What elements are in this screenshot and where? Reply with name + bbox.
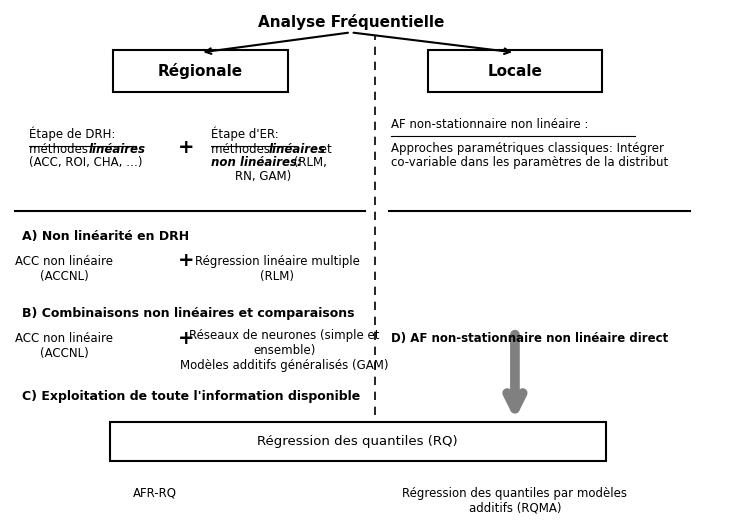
Text: Réseaux de neurones (simple et
ensemble)
Modèles additifs généralisés (GAM): Réseaux de neurones (simple et ensemble)… [180, 329, 389, 372]
Text: A) Non linéarité en DRH: A) Non linéarité en DRH [23, 230, 190, 243]
Text: linéaires: linéaires [89, 143, 146, 156]
Text: Régionale: Régionale [158, 63, 243, 79]
FancyBboxPatch shape [428, 50, 602, 92]
Text: non linéaires:: non linéaires: [211, 156, 302, 169]
Text: Locale: Locale [488, 64, 542, 78]
Text: Approches paramétriques classiques: Intégrer: Approches paramétriques classiques: Inté… [391, 142, 664, 155]
Text: Régression linéaire multiple
(RLM): Régression linéaire multiple (RLM) [195, 255, 360, 283]
Text: +: + [179, 328, 195, 348]
Text: linéaires: linéaires [269, 143, 326, 156]
FancyBboxPatch shape [113, 50, 288, 92]
Text: ACC non linéaire
(ACCNL): ACC non linéaire (ACCNL) [15, 255, 113, 283]
Text: ACC non linéaire
(ACCNL): ACC non linéaire (ACCNL) [15, 332, 113, 360]
Text: Étape de DRH:: Étape de DRH: [29, 127, 116, 141]
Text: (ACC, ROI, CHA, …): (ACC, ROI, CHA, …) [29, 156, 143, 169]
Text: AF non-stationnaire non linéaire :: AF non-stationnaire non linéaire : [391, 118, 588, 131]
Text: +: + [179, 138, 195, 156]
FancyBboxPatch shape [109, 422, 606, 461]
Text: AFR-RQ: AFR-RQ [133, 487, 177, 500]
Text: D) AF non-stationnaire non linéaire direct: D) AF non-stationnaire non linéaire dire… [391, 332, 668, 345]
Text: C) Exploitation de toute l'information disponible: C) Exploitation de toute l'information d… [23, 390, 361, 403]
Text: méthodes: méthodes [29, 143, 92, 156]
Text: (RLM,: (RLM, [290, 156, 327, 169]
Text: B) Combinaisons non linéaires et comparaisons: B) Combinaisons non linéaires et compara… [23, 307, 355, 320]
Text: Régression des quantiles par modèles
additifs (RQMA): Régression des quantiles par modèles add… [402, 487, 628, 515]
Text: co-variable dans les paramètres de la distribut: co-variable dans les paramètres de la di… [391, 156, 668, 169]
Text: méthodes: méthodes [211, 143, 274, 156]
Text: et: et [316, 143, 332, 156]
Text: Étape d'ER:: Étape d'ER: [211, 127, 278, 141]
Text: RN, GAM): RN, GAM) [235, 170, 292, 183]
Text: Régression des quantiles (RQ): Régression des quantiles (RQ) [257, 435, 458, 448]
Text: +: + [179, 251, 195, 270]
Text: Analyse Fréquentielle: Analyse Fréquentielle [257, 14, 444, 30]
